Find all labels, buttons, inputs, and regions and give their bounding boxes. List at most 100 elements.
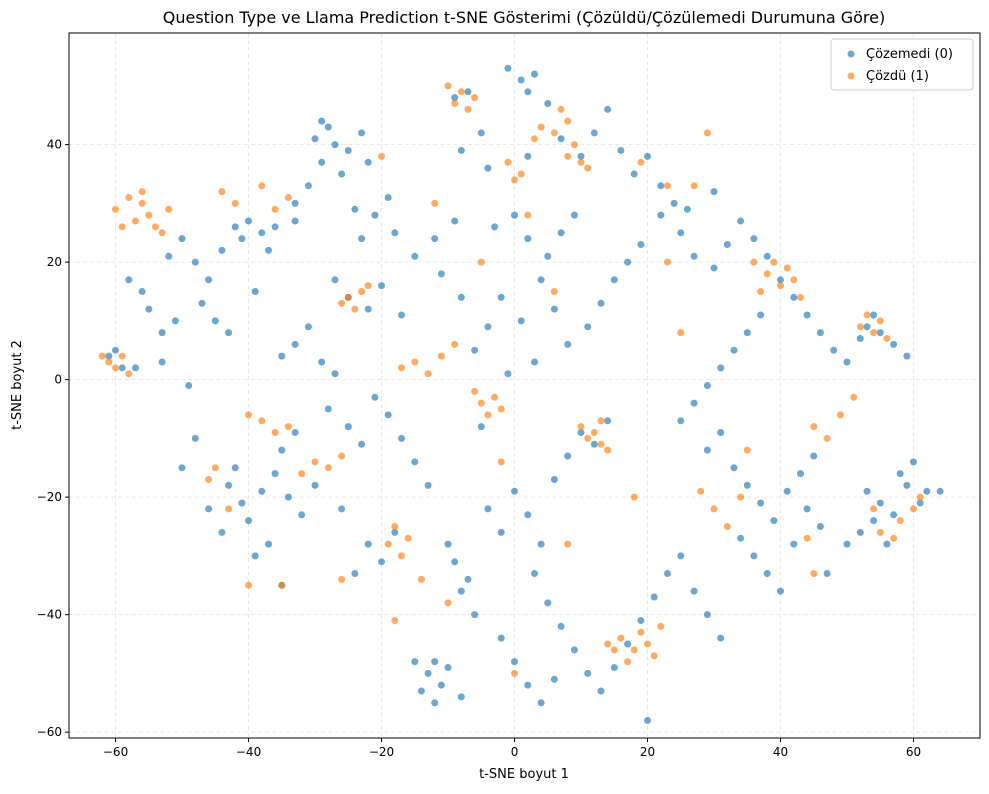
scatter-point [876,317,884,325]
scatter-point [497,405,505,413]
legend-label-series-1: Çözdü (1) [866,69,929,84]
scatter-point [311,135,319,143]
scatter-point [770,258,778,266]
scatter-point [477,129,485,137]
scatter-point [537,540,545,548]
scatter-point [550,476,558,483]
scatter-point [444,664,452,671]
scatter-point [398,364,405,372]
scatter-point [843,358,851,366]
scatter-point [225,505,233,513]
scatter-point [431,199,439,207]
scatter-point [358,129,366,137]
scatter-point [191,434,199,442]
scatter-point [444,540,452,548]
scatter-point [750,552,758,560]
scatter-point [717,634,725,642]
scatter-point [324,405,332,413]
scatter-point [271,470,279,478]
scatter-point [577,423,585,431]
legend-marker-series-1 [847,72,855,80]
scatter-point [517,317,525,325]
scatter-point [398,552,405,560]
scatter-point [537,123,545,131]
scatter-point [790,276,798,284]
scatter-point [777,282,784,290]
scatter-point [737,493,745,501]
scatter-point [803,534,811,542]
scatter-point [511,487,518,495]
scatter-point [870,311,878,319]
scatter-point [883,540,891,548]
scatter-point [125,276,133,284]
scatter-point [444,82,452,90]
scatter-point [750,235,758,243]
scatter-point [417,575,425,583]
scatter-point [378,558,385,566]
scatter-point [810,423,818,431]
scatter-point [550,305,558,313]
scatter-point [138,288,146,295]
scatter-point [750,258,758,266]
scatter-point [690,252,698,260]
scatter-point [637,241,645,248]
legend-label-series-0: Çözemedi (0) [866,47,953,62]
scatter-point [331,141,339,149]
scatter-point [517,170,525,178]
scatter-series-layer [98,64,944,724]
scatter-point [112,205,119,213]
scatter-point [251,288,259,295]
scatter-point [351,205,359,213]
scatter-point [457,147,465,154]
scatter-point [451,340,459,348]
scatter-point [271,205,279,213]
scatter-point [876,329,884,337]
scatter-point [670,199,678,207]
scatter-point [105,358,113,366]
scatter-point [251,552,259,560]
scatter-point [125,370,133,378]
scatter-point [165,252,173,260]
scatter-point [644,152,651,160]
scatter-point [584,164,592,172]
scatter-point [783,487,791,495]
scatter-point [278,581,286,589]
scatter-point [398,434,405,442]
scatter-point [278,446,286,454]
scatter-point [803,311,811,319]
scatter-point [225,329,233,337]
scatter-point [451,100,459,107]
scatter-point [145,305,153,313]
scatter-point [703,129,711,137]
scatter-point [524,511,532,519]
scatter-point [185,382,193,389]
scatter-point [151,223,159,231]
scatter-point [511,669,518,677]
scatter-point [570,211,578,219]
scatter-point [577,152,585,160]
scatter-point [703,382,711,389]
scatter-point [378,282,385,290]
scatter-point [364,305,372,313]
scatter-point [497,528,505,536]
y-tick-label: 0 [54,373,62,387]
scatter-point [737,534,745,542]
scatter-point [604,417,612,425]
scatter-point [790,540,798,548]
scatter-point [304,323,312,331]
scatter-point [132,217,139,225]
scatter-point [497,458,505,466]
scatter-point [311,458,319,466]
scatter-point [870,517,878,525]
scatter-point [504,158,512,166]
scatter-point [537,699,545,707]
scatter-point [550,675,558,683]
scatter-point [471,94,479,102]
y-tick-label: 20 [47,255,62,269]
scatter-point [384,411,392,419]
scatter-point [697,487,705,495]
scatter-point [205,276,213,284]
scatter-point [411,458,419,466]
scatter-point [624,640,632,648]
